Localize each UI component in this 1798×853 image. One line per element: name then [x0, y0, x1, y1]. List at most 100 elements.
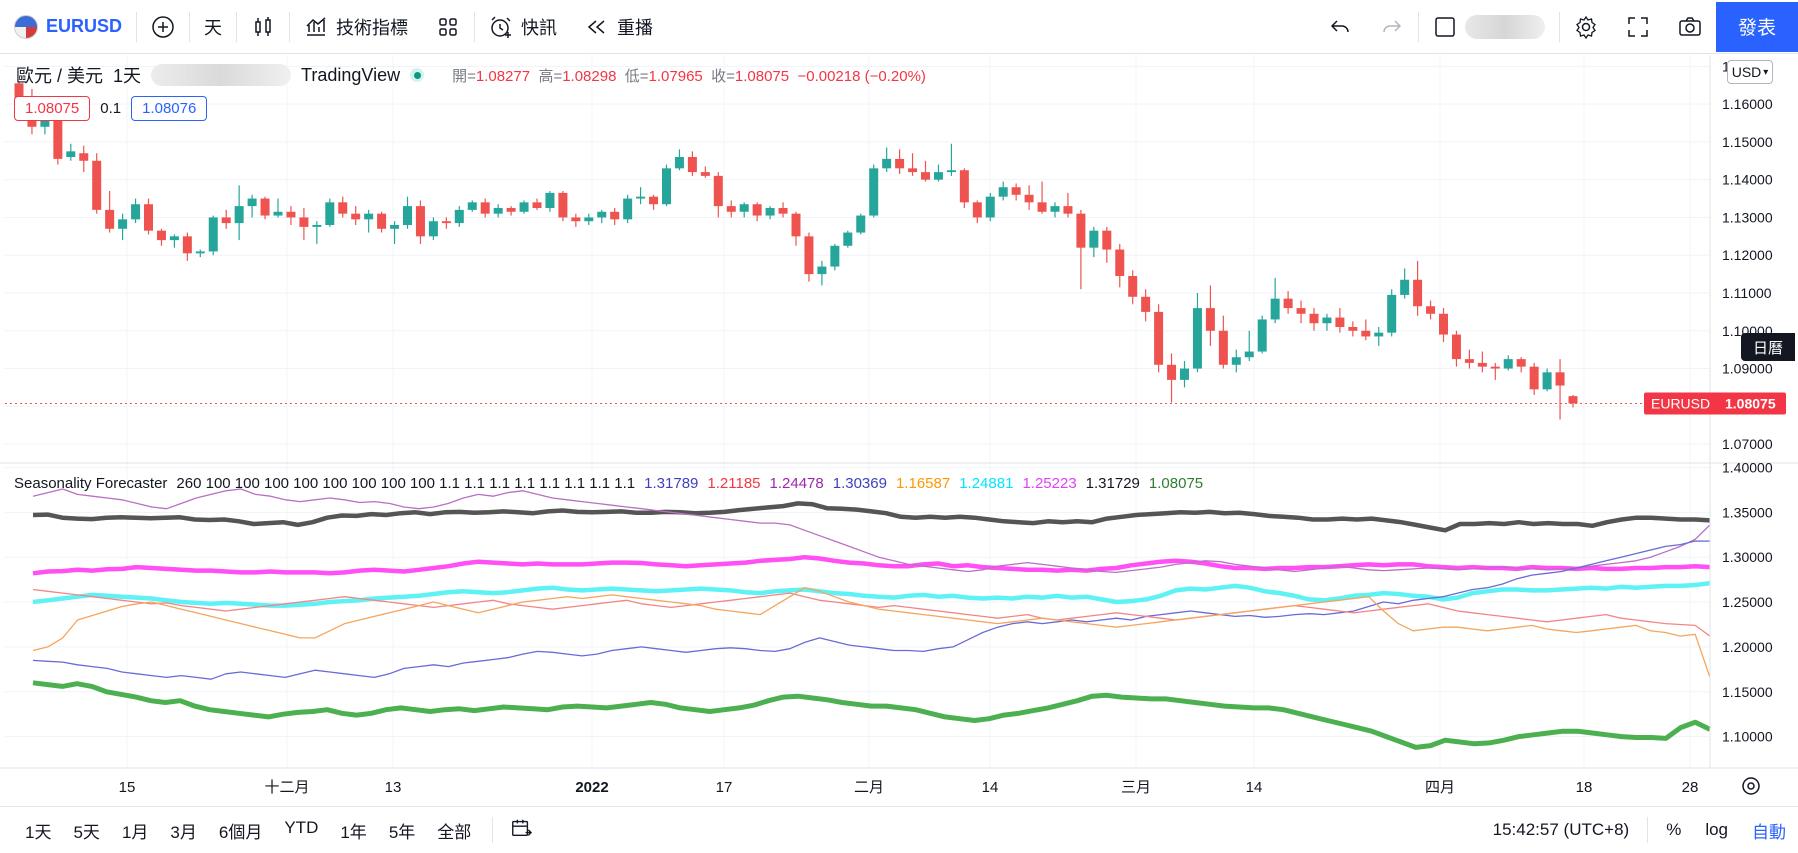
- x-tick-label: 三月: [1121, 779, 1151, 796]
- grid-lines: [5, 55, 1710, 768]
- percent-toggle[interactable]: %: [1666, 820, 1682, 839]
- spread-value: 0.1: [100, 100, 122, 117]
- symbol-label: EURUSD: [46, 16, 123, 36]
- open-label: 開=: [452, 67, 476, 85]
- publish-button[interactable]: 發表: [1716, 1, 1798, 52]
- candle: [1141, 289, 1151, 322]
- candle: [1568, 395, 1578, 408]
- x-tick-label: 13: [385, 779, 402, 796]
- x-tick-label: 十二月: [264, 779, 309, 796]
- indicators-button[interactable]: 技術指標: [290, 0, 422, 53]
- range-button[interactable]: 1天: [25, 822, 52, 842]
- indicator-series-line: [32, 680, 1712, 750]
- candle: [1270, 277, 1280, 324]
- range-button[interactable]: 1月: [121, 822, 149, 842]
- candle: [933, 164, 943, 182]
- x-tick-label: 18: [1576, 779, 1593, 796]
- range-button[interactable]: 全部: [437, 822, 472, 842]
- square-layout-icon: [1435, 16, 1455, 37]
- range-button[interactable]: 5天: [73, 822, 100, 842]
- indicators-icon: [306, 16, 326, 36]
- buy-price-button[interactable]: 1.08076: [131, 96, 208, 121]
- candle: [558, 191, 568, 222]
- market-status-icon[interactable]: [410, 68, 425, 82]
- range-button[interactable]: 1年: [340, 822, 367, 842]
- redo-icon: [1383, 19, 1402, 32]
- calendar-tooltip: 日曆: [1741, 333, 1795, 361]
- indicator-name[interactable]: Seasonality Forecaster: [14, 475, 168, 492]
- candle: [467, 200, 477, 212]
- y-tick-label: 1.30000: [1722, 549, 1773, 565]
- toolbar-divider: [136, 11, 138, 42]
- chart-type-button[interactable]: [237, 0, 289, 53]
- interval-button[interactable]: 天: [190, 0, 236, 53]
- compare-add-button[interactable]: [137, 0, 189, 53]
- plus-circle-icon: [152, 15, 174, 38]
- candle: [1348, 321, 1358, 337]
- candle: [700, 166, 710, 178]
- candle: [597, 209, 607, 224]
- candle: [454, 206, 464, 227]
- candle: [1205, 285, 1215, 346]
- y-tick-label: 1.35000: [1722, 504, 1773, 520]
- candle: [260, 196, 270, 220]
- layout-name-blurred: [1465, 14, 1545, 39]
- alert-button[interactable]: 快訊: [475, 0, 571, 53]
- candle: [921, 160, 930, 182]
- clock-timezone[interactable]: 15:42:57 (UTC+8): [1492, 820, 1630, 839]
- replay-button[interactable]: 重播: [571, 0, 667, 53]
- candle: [532, 198, 542, 210]
- trade-boxes: 1.08075 0.1 1.08076: [14, 96, 208, 121]
- candle: [817, 260, 827, 286]
- currency-select[interactable]: USD ▾: [1727, 60, 1773, 84]
- indicator-value: 1.31789: [644, 475, 699, 492]
- indicator-series-line: [32, 588, 1711, 637]
- candle: [571, 213, 581, 227]
- candle: [234, 185, 244, 241]
- candle: [325, 198, 335, 227]
- candle: [299, 208, 309, 241]
- alarm-plus-icon: [491, 15, 512, 38]
- interval-label: 天: [204, 17, 223, 38]
- settings-button[interactable]: [1560, 0, 1612, 53]
- indicator-series-line: [32, 488, 1711, 574]
- axis-settings-gear-icon[interactable]: [1742, 777, 1760, 795]
- chart-canvas[interactable]: 1.070001.080001.090001.100001.110001.120…: [0, 0, 1798, 806]
- grid-icon: [439, 17, 457, 36]
- range-button[interactable]: 3月: [170, 822, 197, 842]
- last-price-value: 1.08075: [1725, 396, 1776, 412]
- templates-button[interactable]: [422, 0, 474, 53]
- auto-scale-toggle[interactable]: 自動: [1752, 822, 1786, 842]
- candle: [118, 213, 128, 241]
- toolbar-divider: [289, 11, 291, 42]
- y-tick-label: 1.15000: [1722, 134, 1773, 150]
- candle: [1477, 351, 1487, 373]
- layout-button[interactable]: [1419, 0, 1559, 53]
- candle: [869, 164, 879, 218]
- pair-label[interactable]: 歐元 / 美元: [16, 66, 104, 86]
- sell-price-button[interactable]: 1.08075: [14, 96, 91, 121]
- x-tick-label: 二月: [854, 779, 884, 796]
- y-tick-label: 1.10000: [1722, 729, 1773, 745]
- range-button[interactable]: 5年: [388, 822, 416, 842]
- candle: [882, 147, 892, 173]
- symbol-search-button[interactable]: EURUSD: [0, 0, 136, 53]
- fullscreen-button[interactable]: [1612, 0, 1664, 53]
- calendar-arrow-icon: [512, 819, 533, 836]
- y-tick-label: 1.15000: [1722, 684, 1773, 700]
- candle: [726, 200, 736, 218]
- snapshot-button[interactable]: [1664, 0, 1716, 53]
- candle: [519, 200, 529, 214]
- undo-button[interactable]: [1314, 0, 1366, 53]
- indicator-legend: Seasonality Forecaster 260 100 100 100 1…: [14, 475, 1203, 492]
- log-toggle[interactable]: log: [1705, 820, 1728, 839]
- candle: [1192, 293, 1202, 373]
- y-tick-label: 1.12000: [1722, 247, 1773, 263]
- range-button[interactable]: 6個月: [218, 822, 263, 842]
- go-to-date-button[interactable]: [499, 817, 543, 844]
- candle: [1542, 368, 1552, 392]
- redo-button[interactable]: [1366, 0, 1418, 53]
- range-button[interactable]: YTD: [284, 817, 319, 837]
- candle: [428, 217, 438, 241]
- candle: [312, 221, 322, 244]
